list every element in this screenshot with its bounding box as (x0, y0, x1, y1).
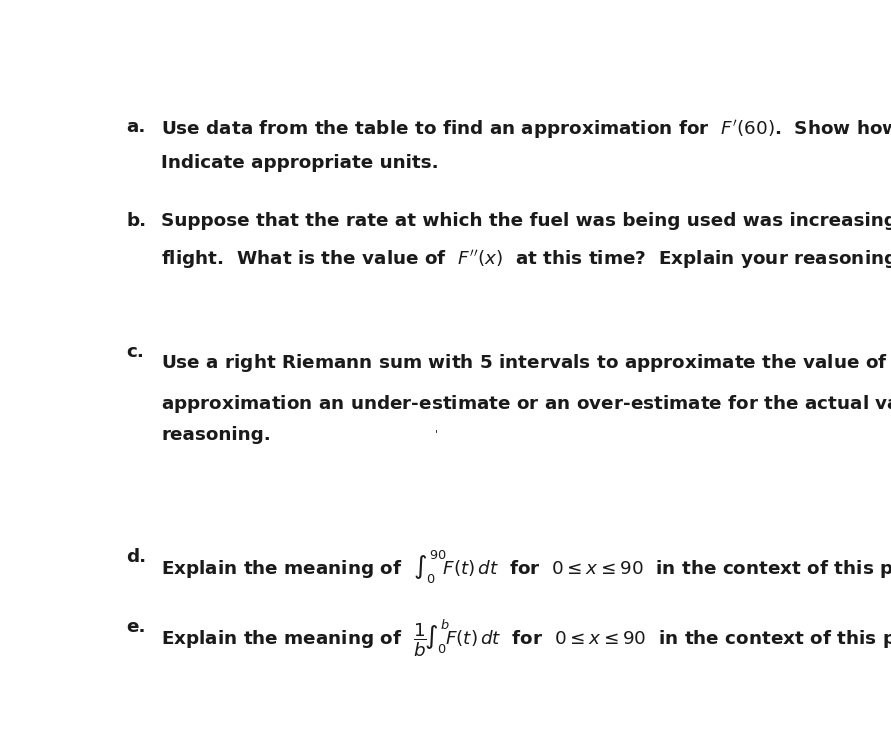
Text: d.: d. (127, 548, 147, 566)
Text: approximation an under-estimate or an over-estimate for the actual value of  $\i: approximation an under-estimate or an ov… (161, 384, 891, 422)
Text: Use data from the table to find an approximation for  $F'(60)$.  Show how you ob: Use data from the table to find an appro… (161, 118, 891, 142)
Text: a.: a. (127, 118, 146, 136)
Text: ': ' (435, 429, 437, 440)
Text: flight.  What is the value of  $F''(x)$  at this time?  Explain your reasoning.: flight. What is the value of $F''(x)$ at… (161, 248, 891, 271)
Text: Suppose that the rate at which the fuel was being used was increasing fastest 45: Suppose that the rate at which the fuel … (161, 212, 891, 230)
Text: b.: b. (127, 212, 147, 230)
Text: Explain the meaning of  $\dfrac{1}{b}\!\int_0^{b}\! F(t)\,dt$  for  $0\leq x\leq: Explain the meaning of $\dfrac{1}{b}\!\i… (161, 618, 891, 659)
Text: Indicate appropriate units.: Indicate appropriate units. (161, 154, 438, 172)
Text: Explain the meaning of  $\int_0^{90}\! F(t)\,dt$  for  $0\leq x\leq 90$  in the : Explain the meaning of $\int_0^{90}\! F(… (161, 548, 891, 586)
Text: c.: c. (127, 343, 144, 361)
Text: reasoning.: reasoning. (161, 426, 271, 444)
Text: e.: e. (127, 618, 146, 636)
Text: Use a right Riemann sum with 5 intervals to approximate the value of  $\int_0^{9: Use a right Riemann sum with 5 intervals… (161, 343, 891, 380)
